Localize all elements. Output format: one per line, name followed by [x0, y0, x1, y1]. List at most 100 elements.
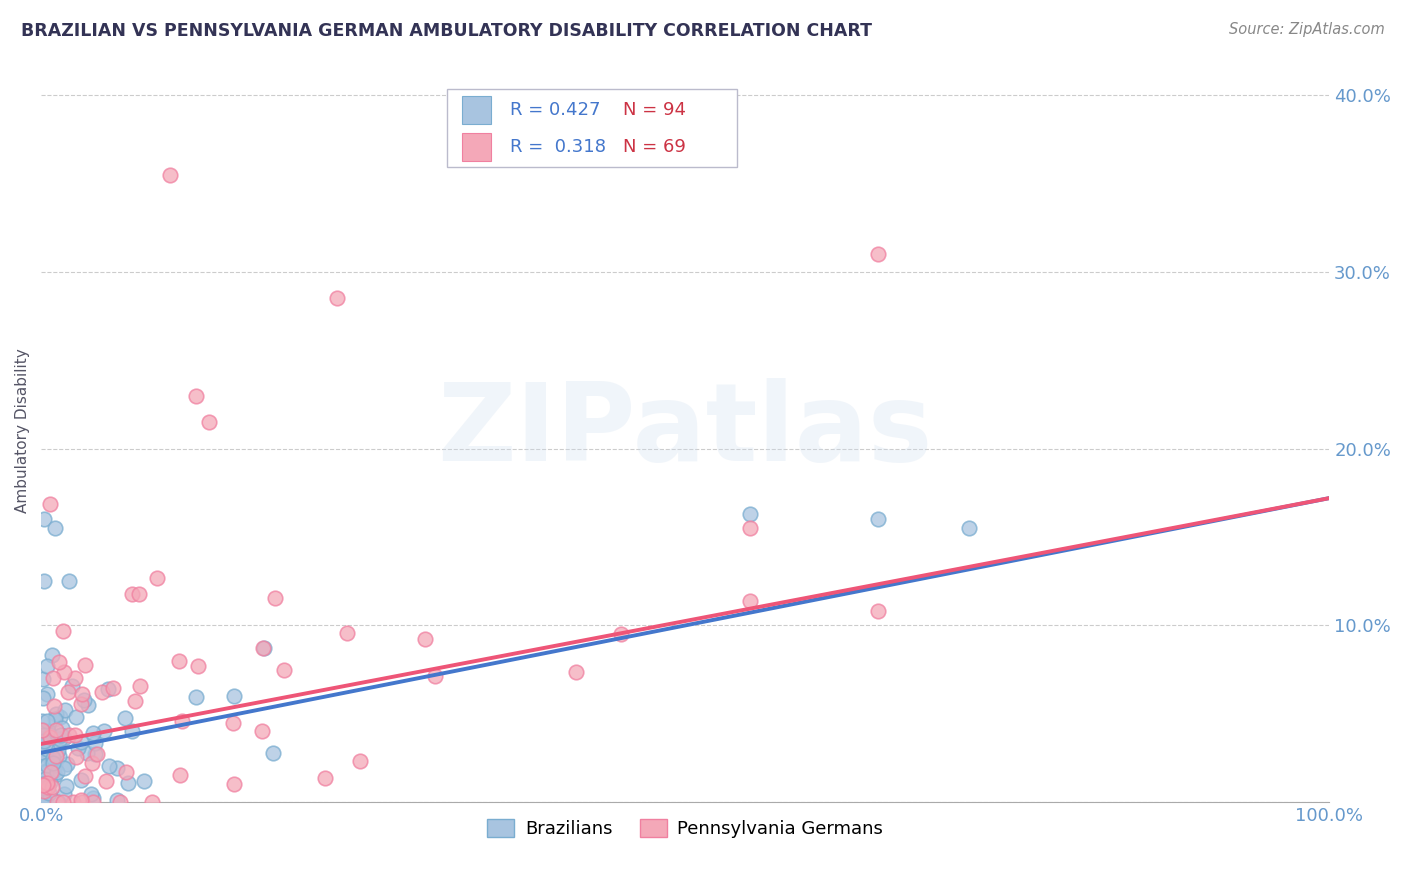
Y-axis label: Ambulatory Disability: Ambulatory Disability: [15, 349, 30, 513]
Point: [48, 655, 70, 669]
Point: [51, 722, 73, 736]
Point: [32, 733, 55, 747]
Point: [52, 761, 75, 775]
Point: [34, 733, 56, 747]
Point: [53, 703, 76, 717]
Point: [250, 724, 273, 739]
Point: [51, 728, 73, 742]
Point: [51, 728, 73, 742]
Point: [39, 728, 62, 742]
Point: [31, 723, 53, 738]
Point: [39, 730, 62, 744]
Point: [957, 521, 980, 535]
Point: [868, 247, 890, 261]
Point: [31, 777, 53, 791]
Point: [97, 681, 120, 696]
Point: [93, 724, 115, 739]
Point: [84, 747, 107, 761]
Point: [37, 776, 59, 790]
Point: [80, 787, 103, 801]
Point: [184, 690, 207, 704]
Point: [114, 764, 136, 779]
Point: [32, 754, 55, 768]
Point: [52, 795, 75, 809]
Bar: [463, 133, 491, 161]
Point: [39, 740, 62, 755]
Point: [49, 732, 72, 747]
Point: [326, 291, 349, 305]
Point: [35, 742, 58, 756]
Point: [37, 659, 59, 673]
Point: [413, 632, 436, 647]
Point: [222, 715, 245, 730]
Point: [65, 749, 87, 764]
Point: [35, 764, 58, 779]
Point: [53, 731, 76, 745]
Legend: Brazilians, Pennsylvania Germans: Brazilians, Pennsylvania Germans: [479, 812, 890, 846]
Point: [31, 735, 53, 749]
Point: [82, 756, 104, 771]
Point: [31, 747, 53, 761]
Text: N = 69: N = 69: [623, 138, 686, 156]
Point: [868, 604, 890, 618]
Point: [42, 751, 65, 765]
Point: [65, 709, 87, 723]
Point: [425, 669, 447, 683]
Point: [41, 764, 63, 778]
Point: [37, 780, 59, 794]
Point: [184, 388, 207, 402]
Point: [101, 681, 124, 695]
Point: [46, 764, 69, 779]
Point: [70, 792, 93, 806]
Point: [42, 671, 65, 685]
Point: [32, 731, 55, 746]
Point: [63, 728, 86, 742]
Point: [159, 168, 181, 182]
Point: [32, 732, 55, 747]
Point: [224, 689, 246, 703]
Point: [41, 780, 63, 794]
Point: [252, 640, 274, 655]
Point: [37, 747, 59, 761]
Point: [169, 768, 191, 782]
Point: [44, 758, 66, 772]
Point: [84, 736, 107, 750]
Point: [41, 756, 63, 771]
Point: [86, 747, 108, 761]
Text: R = 0.427: R = 0.427: [510, 101, 600, 119]
Point: [35, 758, 58, 772]
Point: [868, 512, 890, 526]
Point: [314, 772, 336, 786]
Point: [31, 745, 53, 759]
Point: [45, 731, 67, 746]
Point: [42, 699, 65, 714]
Point: [55, 757, 77, 772]
Point: [141, 795, 163, 809]
Point: [52, 665, 75, 680]
Point: [45, 723, 67, 737]
Point: [41, 756, 63, 770]
Point: [34, 795, 56, 809]
Point: [32, 672, 55, 686]
Point: [34, 738, 56, 752]
Point: [336, 625, 359, 640]
Point: [738, 521, 761, 535]
Point: [37, 724, 59, 739]
Point: [67, 741, 90, 756]
Point: [31, 714, 53, 728]
Text: BRAZILIAN VS PENNSYLVANIA GERMAN AMBULATORY DISABILITY CORRELATION CHART: BRAZILIAN VS PENNSYLVANIA GERMAN AMBULAT…: [21, 22, 872, 40]
Point: [264, 591, 287, 606]
Point: [82, 795, 104, 809]
Point: [52, 624, 75, 638]
Point: [44, 712, 66, 726]
Point: [273, 663, 295, 677]
Point: [31, 723, 53, 737]
Point: [253, 641, 276, 656]
Point: [129, 679, 152, 693]
Point: [39, 765, 62, 780]
Point: [197, 415, 219, 429]
Point: [738, 507, 761, 521]
Point: [94, 773, 117, 788]
Text: N = 94: N = 94: [623, 101, 686, 119]
Text: R =  0.318: R = 0.318: [510, 138, 606, 156]
